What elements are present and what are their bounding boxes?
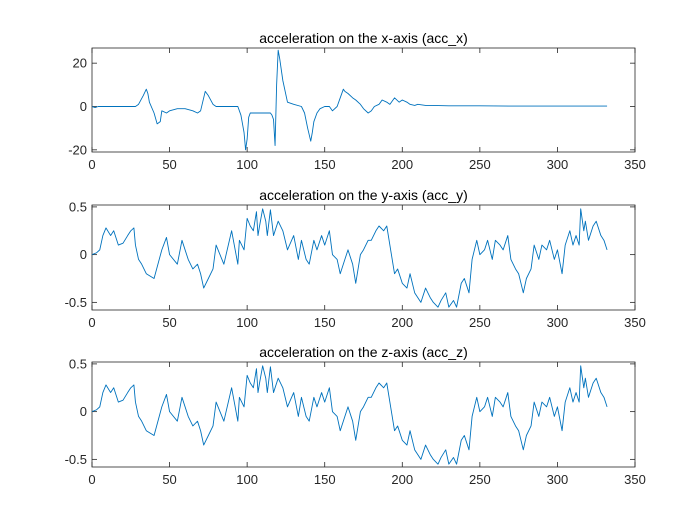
x-tick-label: 250 [469, 315, 491, 330]
plot-area-x [91, 47, 636, 153]
y-tick-label: 0.5 [69, 356, 87, 371]
y-tick-label: -0.5 [65, 295, 87, 310]
y-tick-label: 0 [80, 247, 87, 262]
x-tick-label: 150 [314, 315, 336, 330]
y-tick-label: 0.5 [69, 199, 87, 214]
x-tick-label: 100 [236, 315, 258, 330]
x-tick-label: 50 [162, 315, 176, 330]
x-tick-label: 0 [88, 472, 95, 487]
y-tick-label: -0.5 [65, 452, 87, 467]
x-tick-label: 200 [391, 157, 413, 172]
x-tick-label: 300 [547, 315, 569, 330]
subplot-z: acceleration on the z-axis (acc_z) 0 50 100… [65, 344, 646, 487]
chart-title-y: acceleration on the y-axis (acc_y) [259, 187, 468, 203]
subplot-x: acceleration on the x-axis (acc_x) 0 50 100… [68, 30, 646, 172]
x-tick-label: 350 [624, 472, 646, 487]
chart-title-z: acceleration on the z-axis (acc_z) [259, 344, 468, 360]
x-tick-label: 300 [547, 157, 569, 172]
chart-title-x: acceleration on the x-axis (acc_x) [259, 30, 468, 46]
x-tick-label: 50 [162, 157, 176, 172]
x-tick-label: 250 [469, 472, 491, 487]
x-tick-label: 50 [162, 472, 176, 487]
x-tick-label: 200 [391, 472, 413, 487]
y-tick-label: -20 [68, 142, 87, 157]
subplot-y: acceleration on the y-axis (acc_y) 0 50 100… [65, 187, 646, 330]
y-tick-label: 0 [80, 404, 87, 419]
x-tick-label: 0 [88, 157, 95, 172]
x-tick-label: 0 [88, 315, 95, 330]
series-line-acc-x [92, 49, 608, 151]
x-tick-label: 350 [624, 157, 646, 172]
x-tick-label: 100 [236, 472, 258, 487]
x-tick-label: 300 [547, 472, 569, 487]
x-tick-label: 250 [469, 157, 491, 172]
series-line-acc-z [92, 365, 608, 465]
series-line-acc-y [92, 208, 608, 308]
plot-area-y [91, 204, 636, 311]
x-tick-label: 100 [236, 157, 258, 172]
x-tick-label: 150 [314, 157, 336, 172]
y-tick-label: 0 [80, 99, 87, 114]
y-tick-label: 20 [73, 56, 87, 71]
x-tick-label: 150 [314, 472, 336, 487]
plot-area-z [91, 361, 636, 468]
x-tick-label: 350 [624, 315, 646, 330]
x-tick-label: 200 [391, 315, 413, 330]
